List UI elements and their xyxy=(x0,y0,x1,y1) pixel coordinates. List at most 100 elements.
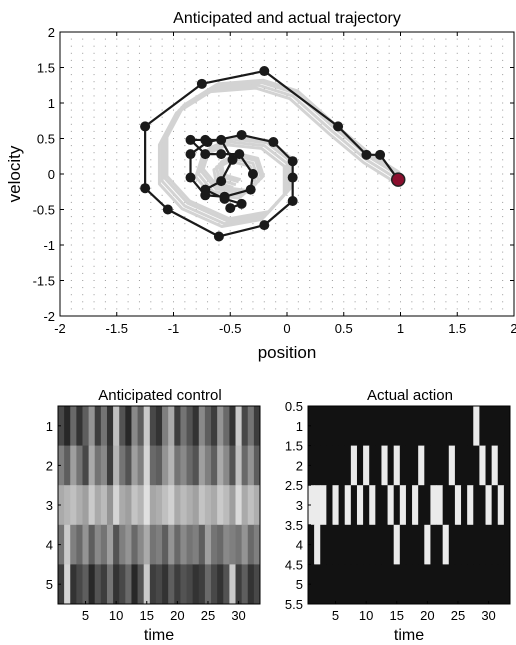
heatmap-cell xyxy=(326,406,333,446)
heatmap-cell xyxy=(100,445,108,486)
grid-dot xyxy=(127,223,129,225)
grid-dot xyxy=(445,130,447,132)
grid-dot xyxy=(150,67,152,68)
grid-dot xyxy=(445,95,447,97)
grid-dot xyxy=(422,81,424,83)
heatmap-cell xyxy=(180,564,187,605)
grid-dot xyxy=(297,201,299,203)
grid-dot xyxy=(445,223,447,225)
heatmap-cell xyxy=(375,445,382,486)
heatmap-cell xyxy=(332,564,340,605)
grid-dot xyxy=(184,123,186,125)
grid-dot xyxy=(411,109,413,111)
grid-dot xyxy=(93,173,95,175)
heatmap-cell xyxy=(88,485,96,526)
grid-dot xyxy=(320,180,322,182)
grid-dot xyxy=(434,287,436,289)
grid-dot xyxy=(229,258,231,260)
grid-dot xyxy=(252,301,254,303)
grid-dot xyxy=(116,201,118,203)
grid-dot xyxy=(411,102,413,104)
grid-dot xyxy=(445,88,447,90)
grid-dot xyxy=(445,38,447,40)
heatmap-cell xyxy=(143,564,151,605)
grid-dot xyxy=(388,116,390,118)
grid-dot xyxy=(104,159,106,161)
grid-dot xyxy=(263,265,265,267)
grid-dot xyxy=(468,159,470,161)
grid-dot xyxy=(388,95,390,97)
grid-dot xyxy=(138,166,140,168)
grid-dot xyxy=(173,294,174,296)
grid-dot xyxy=(184,237,186,239)
grid-dot xyxy=(116,67,118,68)
grid-dot xyxy=(195,138,197,139)
grid-dot xyxy=(275,280,277,281)
grid-dot xyxy=(479,223,481,225)
grid-dot xyxy=(331,74,333,76)
grid-dot xyxy=(184,81,186,83)
heatmap-cell xyxy=(235,406,243,446)
trajectory-y-label: velocity xyxy=(5,145,24,202)
grid-dot xyxy=(93,223,95,225)
heatmap-cell xyxy=(131,406,138,446)
heatmap-cell xyxy=(241,485,249,526)
grid-dot xyxy=(388,216,390,218)
grid-dot xyxy=(490,237,492,239)
grid-dot xyxy=(127,81,129,83)
grid-dot xyxy=(400,59,401,61)
heatmap-cell xyxy=(418,485,425,526)
grid-dot xyxy=(309,159,311,161)
grid-dot xyxy=(411,230,413,232)
grid-dot xyxy=(479,52,481,54)
grid-dot xyxy=(456,145,458,147)
actual-trajectory-point xyxy=(196,78,207,89)
grid-dot xyxy=(150,301,152,303)
grid-dot xyxy=(365,244,367,246)
grid-dot xyxy=(297,145,299,147)
grid-dot xyxy=(422,308,424,310)
grid-dot xyxy=(309,95,311,97)
grid-dot xyxy=(502,272,504,274)
grid-dot xyxy=(93,230,95,232)
grid-dot xyxy=(320,258,322,260)
grid-dot xyxy=(138,223,140,225)
grid-dot xyxy=(422,52,424,54)
heatmap-cell xyxy=(192,445,200,486)
grid-dot xyxy=(138,74,140,76)
grid-dot xyxy=(297,251,299,253)
grid-dot xyxy=(502,88,504,90)
grid-dot xyxy=(320,152,322,154)
grid-dot xyxy=(275,223,277,225)
grid-dot xyxy=(263,109,265,111)
heatmap-cell xyxy=(356,406,364,446)
grid-dot xyxy=(297,81,299,83)
grid-dot xyxy=(263,52,265,54)
grid-dot xyxy=(150,194,152,196)
grid-dot xyxy=(479,59,481,61)
grid-dot xyxy=(422,74,424,76)
grid-dot xyxy=(275,301,277,303)
grid-dot xyxy=(82,95,84,97)
grid-dot xyxy=(150,159,152,161)
grid-dot xyxy=(104,152,106,154)
heatmap-cell xyxy=(198,564,206,605)
grid-dot xyxy=(263,287,265,289)
grid-dot xyxy=(207,38,209,40)
grid-dot xyxy=(343,194,345,196)
heatmap-cell xyxy=(204,406,212,446)
grid-dot xyxy=(173,251,174,253)
grid-dot xyxy=(104,194,106,196)
grid-dot xyxy=(297,280,299,281)
y-tick-label: 2 xyxy=(46,458,53,473)
grid-dot xyxy=(388,194,390,196)
grid-dot xyxy=(502,265,504,267)
grid-dot xyxy=(502,187,504,189)
heatmap-cell xyxy=(497,524,505,565)
grid-dot xyxy=(354,130,356,132)
grid-dot xyxy=(320,159,322,161)
grid-dot xyxy=(377,265,379,267)
heatmap-cell xyxy=(363,524,370,565)
grid-dot xyxy=(411,237,413,239)
grid-dot xyxy=(297,230,299,232)
